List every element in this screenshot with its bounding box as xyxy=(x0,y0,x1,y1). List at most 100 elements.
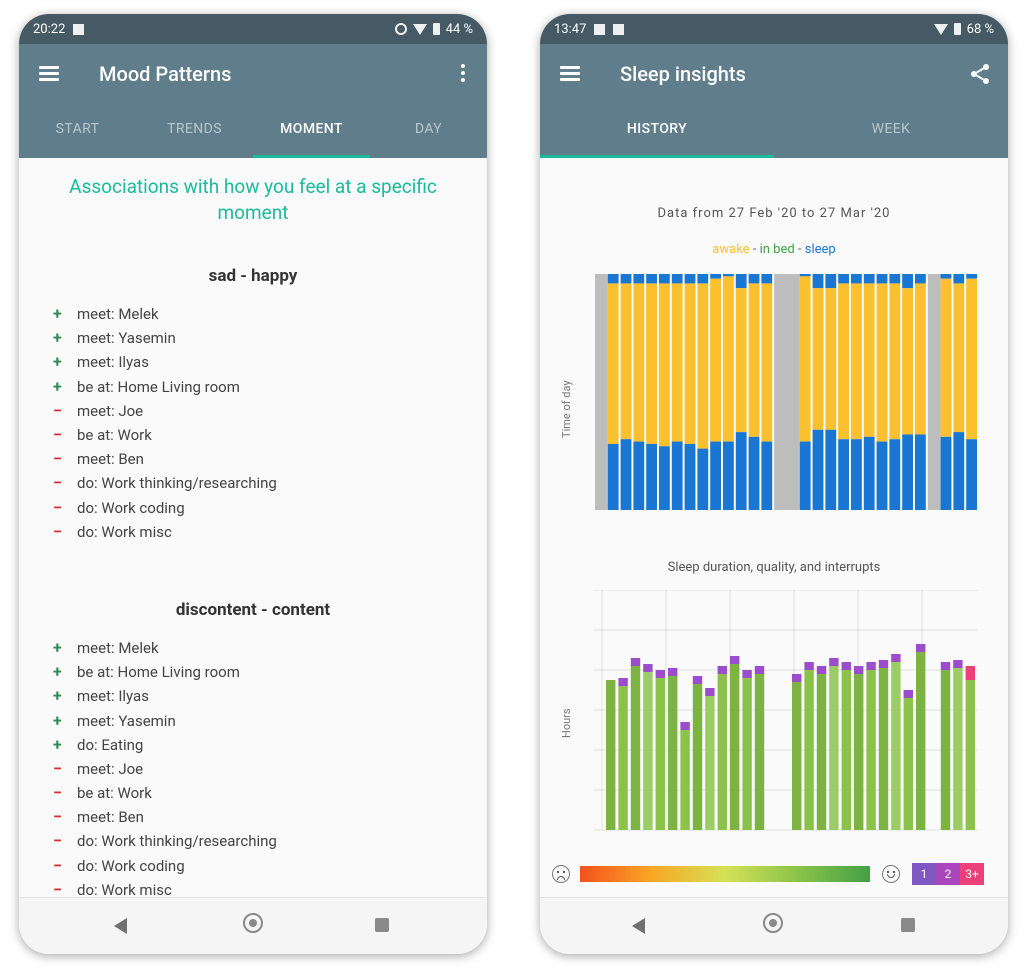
association-text: meet: Yasemin xyxy=(77,329,176,348)
more-options-icon[interactable] xyxy=(461,64,465,85)
sleep-segment-bar xyxy=(735,274,747,289)
sleep-segment-bar xyxy=(953,432,965,510)
association-item: + meet: Ilyas xyxy=(53,350,487,374)
association-text: meet: Joe xyxy=(77,759,144,778)
awake-segment-bar xyxy=(863,283,875,437)
sleep-duration-bar xyxy=(643,672,653,830)
sleep-segment-bar xyxy=(697,274,709,284)
status-bar: 13:47 68 % xyxy=(540,14,1008,44)
awake-segment-bar xyxy=(889,283,901,440)
awake-segment-bar xyxy=(671,283,683,442)
positive-sign: + xyxy=(53,710,62,730)
sleep-content[interactable]: Data from 27 Feb '20 to 27 Mar '20 awake… xyxy=(540,158,1008,898)
sleep-segment-bar xyxy=(915,434,926,510)
battery-icon xyxy=(953,23,961,35)
menu-icon[interactable] xyxy=(560,66,580,82)
negative-sign: − xyxy=(53,758,62,778)
association-list-sad-happy: + meet: Melek + meet: Yasemin + meet: Ilyas + b… xyxy=(19,302,487,544)
tab-week[interactable]: WEEK xyxy=(871,121,911,137)
quality-gradient xyxy=(580,866,870,882)
tab-history[interactable]: HISTORY xyxy=(540,104,774,158)
recent-apps-icon[interactable] xyxy=(901,918,915,932)
associations-content[interactable]: Associations with how you feel at a spec… xyxy=(19,158,487,898)
positive-sign: + xyxy=(53,352,62,372)
menu-icon[interactable] xyxy=(39,66,59,82)
tab-day[interactable]: DAY xyxy=(414,121,443,137)
sleep-duration-bar xyxy=(965,680,975,830)
association-text: meet: Ilyas xyxy=(77,353,149,372)
sleep-segment-bar xyxy=(812,274,824,289)
association-text: be at: Home Living room xyxy=(77,377,240,396)
association-item: − do: Work thinking/researching xyxy=(53,829,487,853)
association-item: + meet: Melek xyxy=(53,636,487,660)
page-title: Mood Patterns xyxy=(99,62,232,86)
sleep-segment-bar xyxy=(646,443,657,510)
interrupt-bar xyxy=(680,722,690,730)
sleep-segment-bar xyxy=(863,436,875,510)
sleep-segment-bar xyxy=(812,429,824,510)
sleep-segment-bar xyxy=(889,274,901,284)
association-item: − do: Work misc xyxy=(53,520,487,544)
interrupt-bar xyxy=(866,662,876,670)
sleep-duration-bar xyxy=(606,680,616,830)
battery-icon xyxy=(432,23,440,35)
sleep-segment-bar xyxy=(902,434,913,510)
back-icon[interactable] xyxy=(632,918,645,934)
sleep-duration-bar xyxy=(829,666,839,830)
missing-day-bar xyxy=(787,274,800,510)
quality-scale: 1 2 3+ xyxy=(552,863,998,885)
navigation-bar xyxy=(19,897,487,954)
interrupt-bar xyxy=(754,666,765,674)
sleep-duration-bar xyxy=(866,670,876,830)
sleep-segment-bar xyxy=(684,274,696,284)
notification-icon xyxy=(73,23,85,35)
association-item: + do: Eating xyxy=(53,733,487,757)
alarm-icon xyxy=(394,23,407,35)
tab-start[interactable]: START xyxy=(55,121,100,137)
share-icon[interactable] xyxy=(968,62,992,86)
sleep-segment-bar xyxy=(633,274,645,284)
sleep-duration-bar xyxy=(717,674,727,830)
tab-moment[interactable]: MOMENT xyxy=(253,104,370,158)
sleep-duration-bar xyxy=(916,652,926,830)
interrupt-bar xyxy=(630,658,641,666)
awake-segment-bar xyxy=(799,276,811,442)
interrupt-bar xyxy=(953,660,963,668)
sleep-segment-bar xyxy=(620,274,632,284)
home-icon[interactable] xyxy=(763,913,783,933)
interrupt-bar xyxy=(816,666,827,674)
sleep-segment-bar xyxy=(633,441,645,510)
positive-sign: + xyxy=(53,328,62,348)
status-time: 20:22 xyxy=(33,21,66,37)
interrupt-bar xyxy=(841,662,851,670)
sleep-segment-bar xyxy=(697,448,709,510)
sleep-segment-bar xyxy=(863,274,875,284)
sleep-segment-bar xyxy=(966,439,977,510)
home-icon[interactable] xyxy=(243,913,263,933)
association-text: do: Work misc xyxy=(77,522,172,541)
recent-apps-icon[interactable] xyxy=(375,918,389,932)
interrupt-bar xyxy=(618,678,628,686)
tab-trends[interactable]: TRENDS xyxy=(167,121,222,137)
sleep-segment-bar xyxy=(915,274,926,284)
interrupt-bar xyxy=(916,644,926,652)
sleep-duration-bar xyxy=(730,664,740,830)
awake-segment-bar xyxy=(620,283,632,440)
sleep-segment-bar xyxy=(876,274,888,284)
association-item: − be at: Work xyxy=(53,423,487,447)
sleep-duration-bar xyxy=(804,670,814,830)
association-text: meet: Ilyas xyxy=(77,687,149,706)
missing-day-bar xyxy=(927,274,941,510)
sleep-segment-bar xyxy=(799,441,811,510)
sleep-segment-bar xyxy=(684,443,696,510)
interrupt-bar xyxy=(965,666,975,680)
association-text: do: Eating xyxy=(77,735,144,754)
association-text: be at: Home Living room xyxy=(77,663,240,682)
legend-separator: - xyxy=(749,242,760,257)
interrupt-bar xyxy=(692,676,703,684)
back-icon[interactable] xyxy=(114,918,127,934)
sleep-duration-bar xyxy=(754,674,765,830)
sleep-segment-bar xyxy=(607,443,619,510)
association-item: + be at: Home Living room xyxy=(53,375,487,399)
awake-segment-bar xyxy=(761,283,773,442)
